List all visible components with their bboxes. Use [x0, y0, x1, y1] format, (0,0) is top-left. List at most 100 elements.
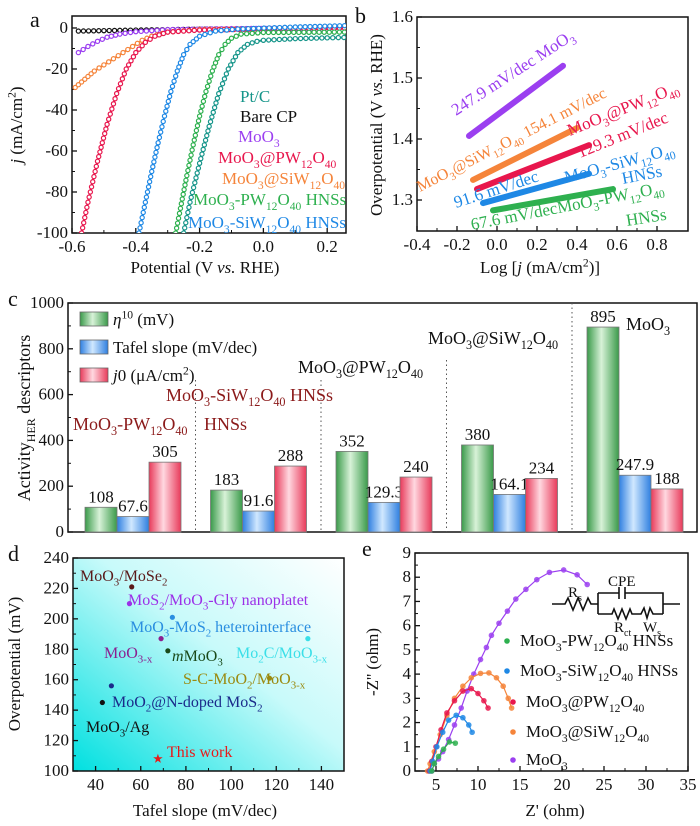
- data-point: [281, 36, 288, 42]
- data-point: [446, 739, 453, 745]
- bar-value-label: 240: [403, 457, 429, 476]
- data-point: [331, 29, 338, 35]
- data-point: [120, 49, 126, 56]
- data-point: [201, 27, 208, 33]
- data-point: [460, 683, 466, 690]
- bar: [618, 474, 652, 533]
- data-point: [496, 620, 502, 627]
- tafel-line: [490, 186, 616, 214]
- data-point: [574, 572, 580, 578]
- data-point: [99, 140, 106, 146]
- data-point: [91, 173, 97, 180]
- data-point: [115, 52, 121, 59]
- legend-entry: MoO3@SiW12O40: [222, 169, 345, 192]
- data-point: [311, 29, 317, 35]
- x-tick-label: 35: [680, 775, 697, 794]
- point-label: MoO3-MoS2 heterointerface: [130, 619, 311, 639]
- data-point: [129, 584, 135, 590]
- data-point: [127, 29, 134, 36]
- data-point: [104, 34, 110, 40]
- bar-value-label: 183: [214, 470, 240, 489]
- y-tick-label: 600: [39, 385, 65, 404]
- x-tick-label: 30: [638, 775, 655, 794]
- data-point: [72, 84, 78, 91]
- data-point: [109, 106, 115, 112]
- data-point: [117, 81, 124, 87]
- data-point: [151, 159, 157, 165]
- data-point: [108, 683, 114, 689]
- data-point: [133, 49, 139, 56]
- data-point: [513, 596, 519, 602]
- data-point: [195, 118, 202, 124]
- data-point: [94, 38, 101, 45]
- y-tick-label: 1.3: [392, 190, 413, 209]
- data-point: [317, 23, 323, 30]
- data-point: [150, 164, 156, 170]
- x-tick-label: 15: [512, 775, 529, 794]
- equivalent-circuit: [552, 587, 680, 622]
- y-tick-label: 2: [403, 713, 412, 732]
- data-point: [260, 37, 267, 43]
- data-point: [125, 62, 132, 68]
- data-point: [260, 29, 267, 36]
- data-point: [113, 90, 120, 97]
- data-point: [172, 73, 179, 79]
- y-tick-label: 3: [403, 688, 412, 707]
- point-label: This work: [167, 744, 232, 761]
- resistor-rct-warburg-icon: [598, 603, 680, 622]
- data-point: [207, 119, 214, 125]
- panel-label-c: c: [8, 286, 18, 311]
- data-point: [93, 163, 100, 170]
- bar: [210, 489, 243, 533]
- data-point: [105, 116, 112, 122]
- data-point: [188, 194, 194, 201]
- data-point: [164, 29, 171, 35]
- data-point: [164, 103, 170, 110]
- symbol: R: [614, 620, 624, 636]
- data-point: [453, 712, 459, 719]
- category-label: MoO3: [626, 314, 670, 338]
- subscript: s: [578, 593, 582, 604]
- data-point: [205, 128, 211, 134]
- y-tick-label: 200: [44, 609, 70, 628]
- y-tick-label: 220: [44, 578, 70, 597]
- data-point: [201, 93, 208, 100]
- data-point: [169, 83, 176, 90]
- data-point: [431, 760, 438, 767]
- x-tick-label: -0.4: [122, 237, 149, 256]
- data-point: [100, 135, 107, 141]
- y-tick-label: 240: [44, 548, 70, 567]
- data-point: [308, 35, 314, 41]
- data-point: [324, 35, 330, 41]
- data-point: [209, 114, 215, 120]
- data-point: [172, 230, 179, 233]
- y-tick-label: 8: [403, 567, 412, 586]
- data-point: [240, 26, 246, 32]
- data-point: [90, 41, 96, 47]
- data-point: [223, 71, 230, 77]
- d-plot-frame: [72, 557, 345, 772]
- y-tick-label: 800: [39, 339, 65, 358]
- data-point: [194, 170, 200, 176]
- data-point: [207, 30, 213, 36]
- data-point: [182, 225, 188, 231]
- legend-marker: [510, 757, 516, 763]
- panel-label-a: a: [30, 7, 40, 32]
- data-point: [229, 26, 235, 33]
- data-point: [250, 25, 257, 32]
- data-point: [143, 194, 150, 200]
- data-point: [190, 38, 196, 45]
- data-point: [103, 126, 109, 132]
- bar: [650, 488, 684, 533]
- bar: [493, 494, 526, 533]
- data-point: [98, 144, 104, 151]
- data-point: [429, 768, 435, 774]
- data-point: [202, 31, 208, 38]
- data-point: [452, 740, 459, 746]
- bar-value-label: 91.6: [244, 491, 274, 510]
- data-point: [138, 28, 144, 35]
- data-point: [505, 695, 512, 702]
- symbol: CPE: [608, 574, 636, 590]
- y-tick-label: 0: [56, 522, 65, 541]
- bar: [274, 465, 307, 533]
